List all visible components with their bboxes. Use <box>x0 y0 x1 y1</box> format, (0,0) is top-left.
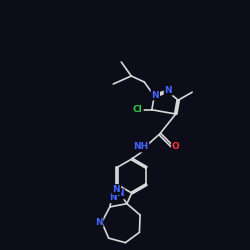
Text: N: N <box>95 218 102 227</box>
Text: N: N <box>152 90 159 100</box>
Text: O: O <box>172 142 179 152</box>
Text: N: N <box>116 190 124 198</box>
Text: NH: NH <box>133 142 148 152</box>
Text: N: N <box>109 193 117 202</box>
Text: Cl: Cl <box>133 105 143 114</box>
Text: N: N <box>164 86 172 95</box>
Text: N: N <box>112 185 120 194</box>
